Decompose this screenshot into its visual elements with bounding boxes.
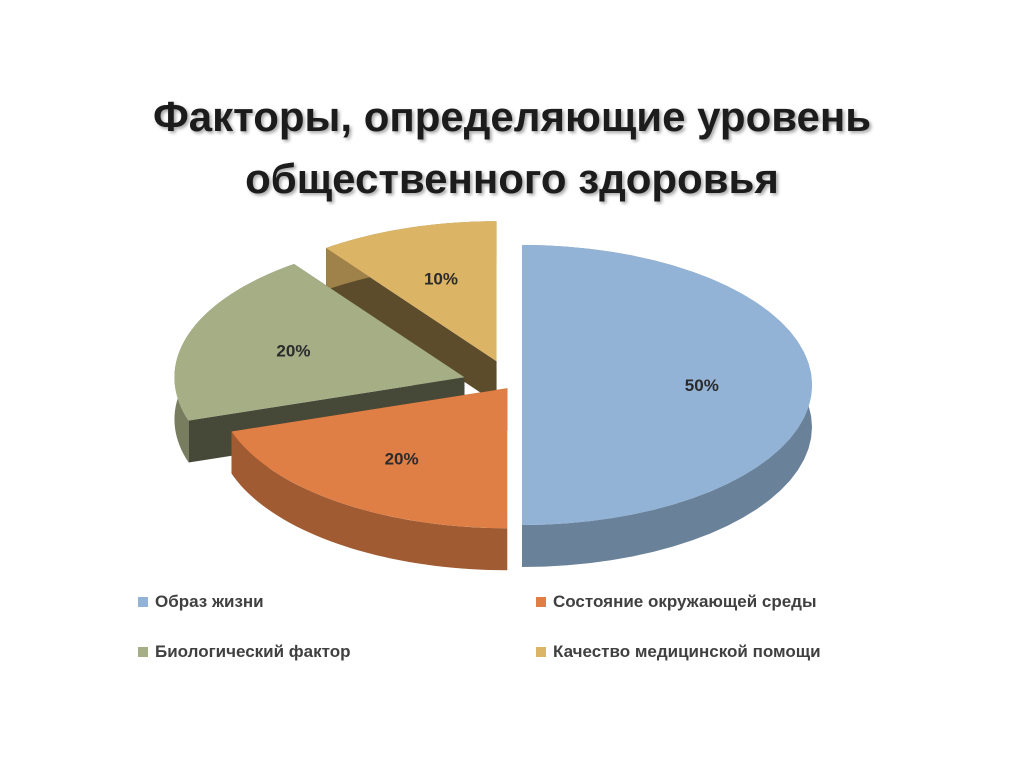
- pie-slice-0-top: [522, 245, 812, 525]
- legend-swatch-0: [138, 597, 148, 607]
- legend-item-0: Образ жизни: [138, 592, 264, 612]
- legend-label-1: Состояние окружающей среды: [553, 592, 817, 611]
- legend-item-3: Качество медицинской помощи: [536, 642, 821, 662]
- title-line-1: Факторы, определяющие уровень: [152, 93, 872, 140]
- pie-slice-3-wall-0: [326, 247, 497, 404]
- pie-slice-1: [231, 388, 508, 571]
- pie-slice-1-side: [231, 431, 508, 571]
- title-line-2: общественного здоровья: [245, 155, 779, 202]
- legend-item-2: Биологический фактор: [138, 642, 351, 662]
- legend-swatch-1: [536, 597, 546, 607]
- data-label-1: 20%: [385, 449, 419, 468]
- pie-slice-1-top: [231, 388, 508, 529]
- pie-slice-0: [522, 245, 812, 567]
- legend-label-3: Качество медицинской помощи: [553, 642, 821, 661]
- legend-swatch-3: [536, 647, 546, 657]
- legend-label-0: Образ жизни: [155, 592, 264, 611]
- legend-swatch-2: [138, 647, 148, 657]
- pie-slice-3-top: [326, 221, 497, 362]
- pie-slice-3: [326, 221, 497, 404]
- legend-item-1: Состояние окружающей среды: [536, 592, 817, 612]
- data-label-2: 20%: [276, 341, 310, 360]
- data-label-0: 50%: [685, 376, 719, 395]
- legend-label-2: Биологический фактор: [155, 642, 351, 661]
- page-title: Факторы, определяющие уровень общественн…: [0, 86, 1024, 210]
- pie-slice-2-top: [174, 264, 465, 421]
- data-label-3: 10%: [424, 270, 458, 289]
